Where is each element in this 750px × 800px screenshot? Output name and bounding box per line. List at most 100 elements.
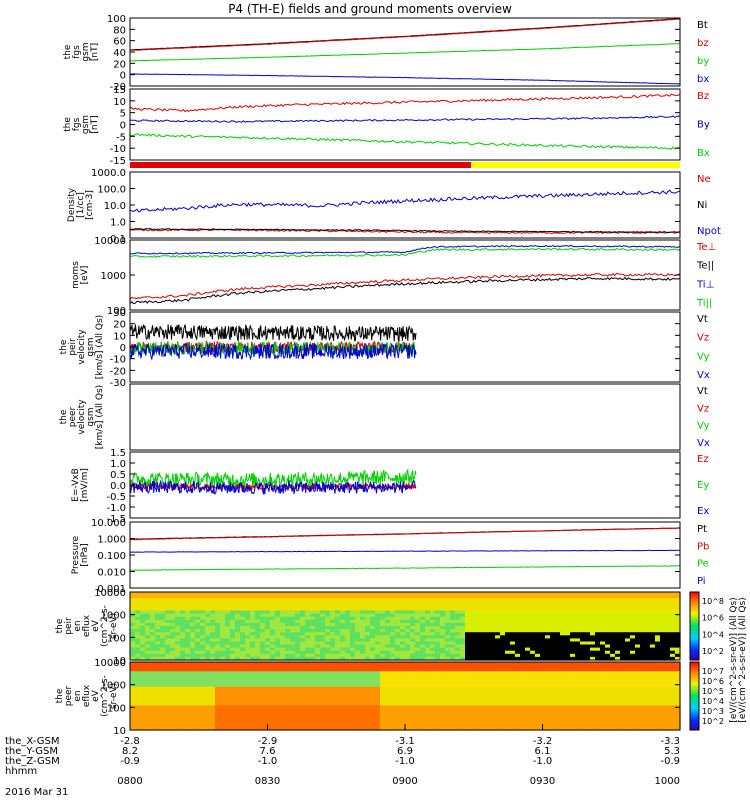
spectrogram-cell [330, 592, 336, 596]
spectrogram-cell [415, 726, 421, 731]
spectrogram-cell [225, 692, 231, 697]
spectrogram-cell [155, 626, 161, 630]
spectrogram-cell [350, 705, 356, 709]
spectrogram-cell [185, 607, 191, 612]
spectrogram-cell [540, 598, 546, 602]
spectrogram-cell [270, 665, 276, 669]
spectrogram-cell [215, 610, 221, 615]
spectrogram-cell [500, 650, 506, 655]
spectrogram-cell [190, 683, 196, 688]
spectrogram-cell [625, 607, 631, 612]
spectrogram-cell [625, 641, 631, 646]
spectrogram-cell [615, 699, 621, 703]
spectrogram-cell [535, 680, 541, 685]
spectrogram-cell [570, 598, 576, 602]
spectrogram-cell [410, 632, 416, 636]
spectrogram-cell [595, 598, 601, 602]
spectrogram-cell [640, 677, 646, 682]
spectrogram-cell [505, 668, 511, 672]
spectrogram-cell [595, 622, 601, 627]
spectrogram-cell [200, 622, 206, 627]
spectrogram-cell [585, 726, 591, 731]
spectrogram-cell [565, 638, 571, 643]
spectrogram-cell [590, 616, 596, 621]
spectrogram-cell [140, 622, 146, 627]
spectrogram-cell [140, 632, 146, 636]
spectrogram-cell [440, 607, 446, 612]
spectrogram-cell [540, 626, 546, 630]
spectrogram-cell [455, 723, 461, 728]
spectrogram-cell [495, 616, 501, 621]
spectrogram-cell [445, 662, 451, 666]
spectrogram-cell [495, 647, 501, 652]
spectrogram-cell [350, 674, 356, 679]
spectrogram-cell [565, 632, 571, 636]
spectrogram-cell [275, 616, 281, 621]
spectrogram-cell [480, 711, 486, 716]
spectrogram-cell [570, 717, 576, 722]
spectrogram-cell [245, 696, 251, 700]
y-tick-label: 40 [113, 48, 126, 59]
spectrogram-cell [220, 674, 226, 679]
spectrogram-cell [545, 720, 551, 725]
spectrogram-cell [545, 671, 551, 675]
spectrogram-cell [570, 677, 576, 682]
spectrogram-cell [400, 607, 406, 612]
spectrogram-cell [205, 650, 211, 655]
spectrogram-cell [510, 629, 516, 633]
spectrogram-cell [375, 647, 381, 652]
spectrogram-cell [575, 610, 581, 615]
spectrogram-cell [180, 622, 186, 627]
spectrogram-cell [165, 604, 171, 609]
panel-ylabel: [nT] [90, 43, 100, 61]
spectrogram-cell [320, 720, 326, 725]
spectrogram-cell [505, 650, 511, 655]
spectrogram-cell [380, 683, 386, 688]
spectrogram-cell [235, 638, 241, 643]
spectrogram-cell [495, 665, 501, 669]
spectrogram-cell [295, 677, 301, 682]
spectrogram-cell [425, 680, 431, 685]
spectrogram-cell [400, 711, 406, 716]
spectrogram-cell [530, 635, 536, 639]
spectrogram-cell [470, 592, 476, 596]
spectrogram-cell [135, 677, 141, 682]
spectrogram-cell [220, 711, 226, 716]
spectrogram-cell [465, 619, 471, 624]
spectrogram-cell [160, 705, 166, 709]
spectrogram-cell [325, 647, 331, 652]
spectrogram-cell [345, 689, 351, 694]
spectrogram-cell [370, 702, 376, 706]
spectrogram-cell [630, 638, 636, 643]
spectrogram-cell [275, 708, 281, 713]
spectrogram-cell [245, 644, 251, 649]
spectrogram-cell [645, 686, 651, 691]
spectrogram-cell [200, 674, 206, 679]
spectrogram-cell [305, 604, 311, 609]
spectrogram-cell [165, 674, 171, 679]
spectrogram-cell [545, 604, 551, 609]
spectrogram-cell [235, 668, 241, 672]
spectrogram-cell [550, 677, 556, 682]
spectrogram-cell [410, 702, 416, 706]
spectrogram-cell [580, 619, 586, 624]
spectrogram-cell [430, 711, 436, 716]
spectrogram-cell [640, 656, 646, 661]
spectrogram-cell [435, 604, 441, 609]
spectrogram-cell [400, 641, 406, 646]
spectrogram-cell [305, 610, 311, 615]
spectrogram-cell [605, 726, 611, 731]
spectrogram-cell [385, 613, 391, 618]
spectrogram-cell [285, 699, 291, 703]
spectrogram-cell [335, 604, 341, 609]
spectrogram-cell [215, 711, 221, 716]
spectrogram-cell [215, 622, 221, 627]
spectrogram-cell [145, 656, 151, 661]
spectrogram-cell [300, 653, 306, 658]
spectrogram-cell [585, 653, 591, 658]
spectrogram-cell [675, 717, 681, 722]
spectrogram-cell [665, 641, 671, 646]
spectrogram-cell [440, 641, 446, 646]
spectrogram-cell [535, 711, 541, 716]
spectrogram-cell [500, 601, 506, 605]
